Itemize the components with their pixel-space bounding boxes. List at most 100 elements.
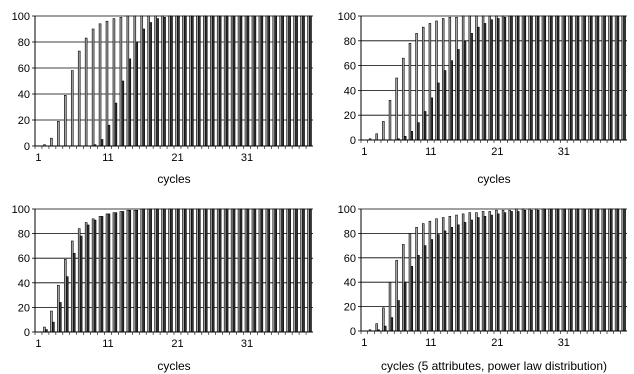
bar [163, 208, 166, 333]
bar [274, 208, 278, 333]
y-tick-label: 40 [344, 277, 356, 289]
bar [483, 23, 487, 141]
bar [177, 208, 180, 333]
y-tick-label: 40 [18, 89, 30, 101]
bar [443, 70, 447, 141]
bar [503, 212, 507, 332]
bar [423, 245, 427, 332]
y-tick-label: 0 [350, 135, 356, 147]
bar [417, 122, 420, 141]
x-tick-label: 11 [425, 337, 436, 349]
bar [410, 131, 414, 141]
bar [590, 208, 593, 332]
bar [211, 15, 215, 147]
bar [260, 208, 264, 333]
x-tick-label: 31 [241, 152, 253, 164]
bar [114, 212, 118, 333]
bar [457, 49, 460, 141]
bar [402, 57, 405, 141]
bar [603, 208, 606, 332]
y-tick-label: 60 [344, 253, 356, 265]
bar [610, 208, 613, 332]
bar [382, 121, 385, 141]
chart-panel-bottom-right: 0 20 40 60 80 100 1 11 21 31 cycles (5 attributes… [317, 187, 634, 374]
bar [410, 266, 414, 332]
bar [616, 15, 620, 141]
bar [610, 15, 613, 141]
bar [246, 208, 250, 333]
x-tick-label: 21 [171, 152, 183, 164]
x-tick-label: 11 [425, 146, 436, 158]
bar [59, 302, 62, 333]
bar [470, 33, 473, 141]
bar [583, 208, 586, 332]
bar [550, 208, 553, 332]
bar [239, 15, 243, 147]
bar [142, 28, 145, 147]
bar [149, 22, 152, 147]
bar [596, 208, 600, 332]
bar [149, 208, 152, 333]
y-tick-label: 20 [18, 115, 30, 127]
bar [623, 15, 626, 141]
bar [390, 317, 394, 332]
bar [530, 209, 533, 332]
bar [86, 224, 90, 333]
chart-panel-bottom-left: 0 20 40 60 80 100 1 11 21 31 cycles [0, 187, 317, 374]
bar [246, 15, 250, 147]
bar [563, 208, 566, 332]
bar [395, 77, 398, 141]
bar [443, 230, 447, 332]
y-tick-label: 60 [344, 61, 356, 73]
x-tick-label: 21 [171, 338, 183, 350]
bar [457, 224, 460, 332]
bar [550, 15, 553, 141]
bar [225, 208, 229, 333]
bar [184, 208, 187, 333]
bar [490, 214, 493, 332]
x-tick-label: 11 [102, 152, 113, 164]
x-tick-label: 21 [491, 337, 503, 349]
bar [437, 234, 440, 332]
bar [503, 16, 507, 141]
bar [388, 100, 392, 141]
bar [408, 42, 412, 141]
bar [430, 239, 433, 332]
bar [253, 208, 257, 333]
bar [403, 135, 407, 141]
y-tick-label: 80 [18, 229, 30, 241]
bar [70, 70, 74, 147]
y-tick-label: 100 [338, 204, 356, 216]
bar [239, 208, 243, 333]
bar [93, 219, 97, 333]
bar [490, 19, 493, 141]
bar [309, 208, 312, 333]
bar [288, 15, 291, 147]
y-tick-label: 20 [18, 302, 30, 314]
bar [596, 15, 600, 141]
y-tick-label: 100 [12, 204, 30, 216]
bar [583, 15, 586, 141]
bar [253, 15, 257, 147]
bar [288, 208, 291, 333]
bar [576, 15, 580, 141]
bar [204, 15, 208, 147]
bar [267, 15, 271, 147]
x-tick-label: 1 [361, 337, 367, 349]
bar [198, 208, 201, 333]
bar [510, 211, 513, 332]
bar [225, 15, 229, 147]
bar [530, 15, 533, 141]
bar [84, 37, 88, 147]
bar [274, 15, 278, 147]
y-tick-label: 40 [344, 85, 356, 97]
bar [477, 26, 480, 141]
bar [135, 209, 139, 333]
x-tick-label: 31 [241, 338, 253, 350]
bar [260, 15, 264, 147]
bar [218, 15, 222, 147]
bar [121, 211, 125, 333]
bar [100, 216, 104, 333]
